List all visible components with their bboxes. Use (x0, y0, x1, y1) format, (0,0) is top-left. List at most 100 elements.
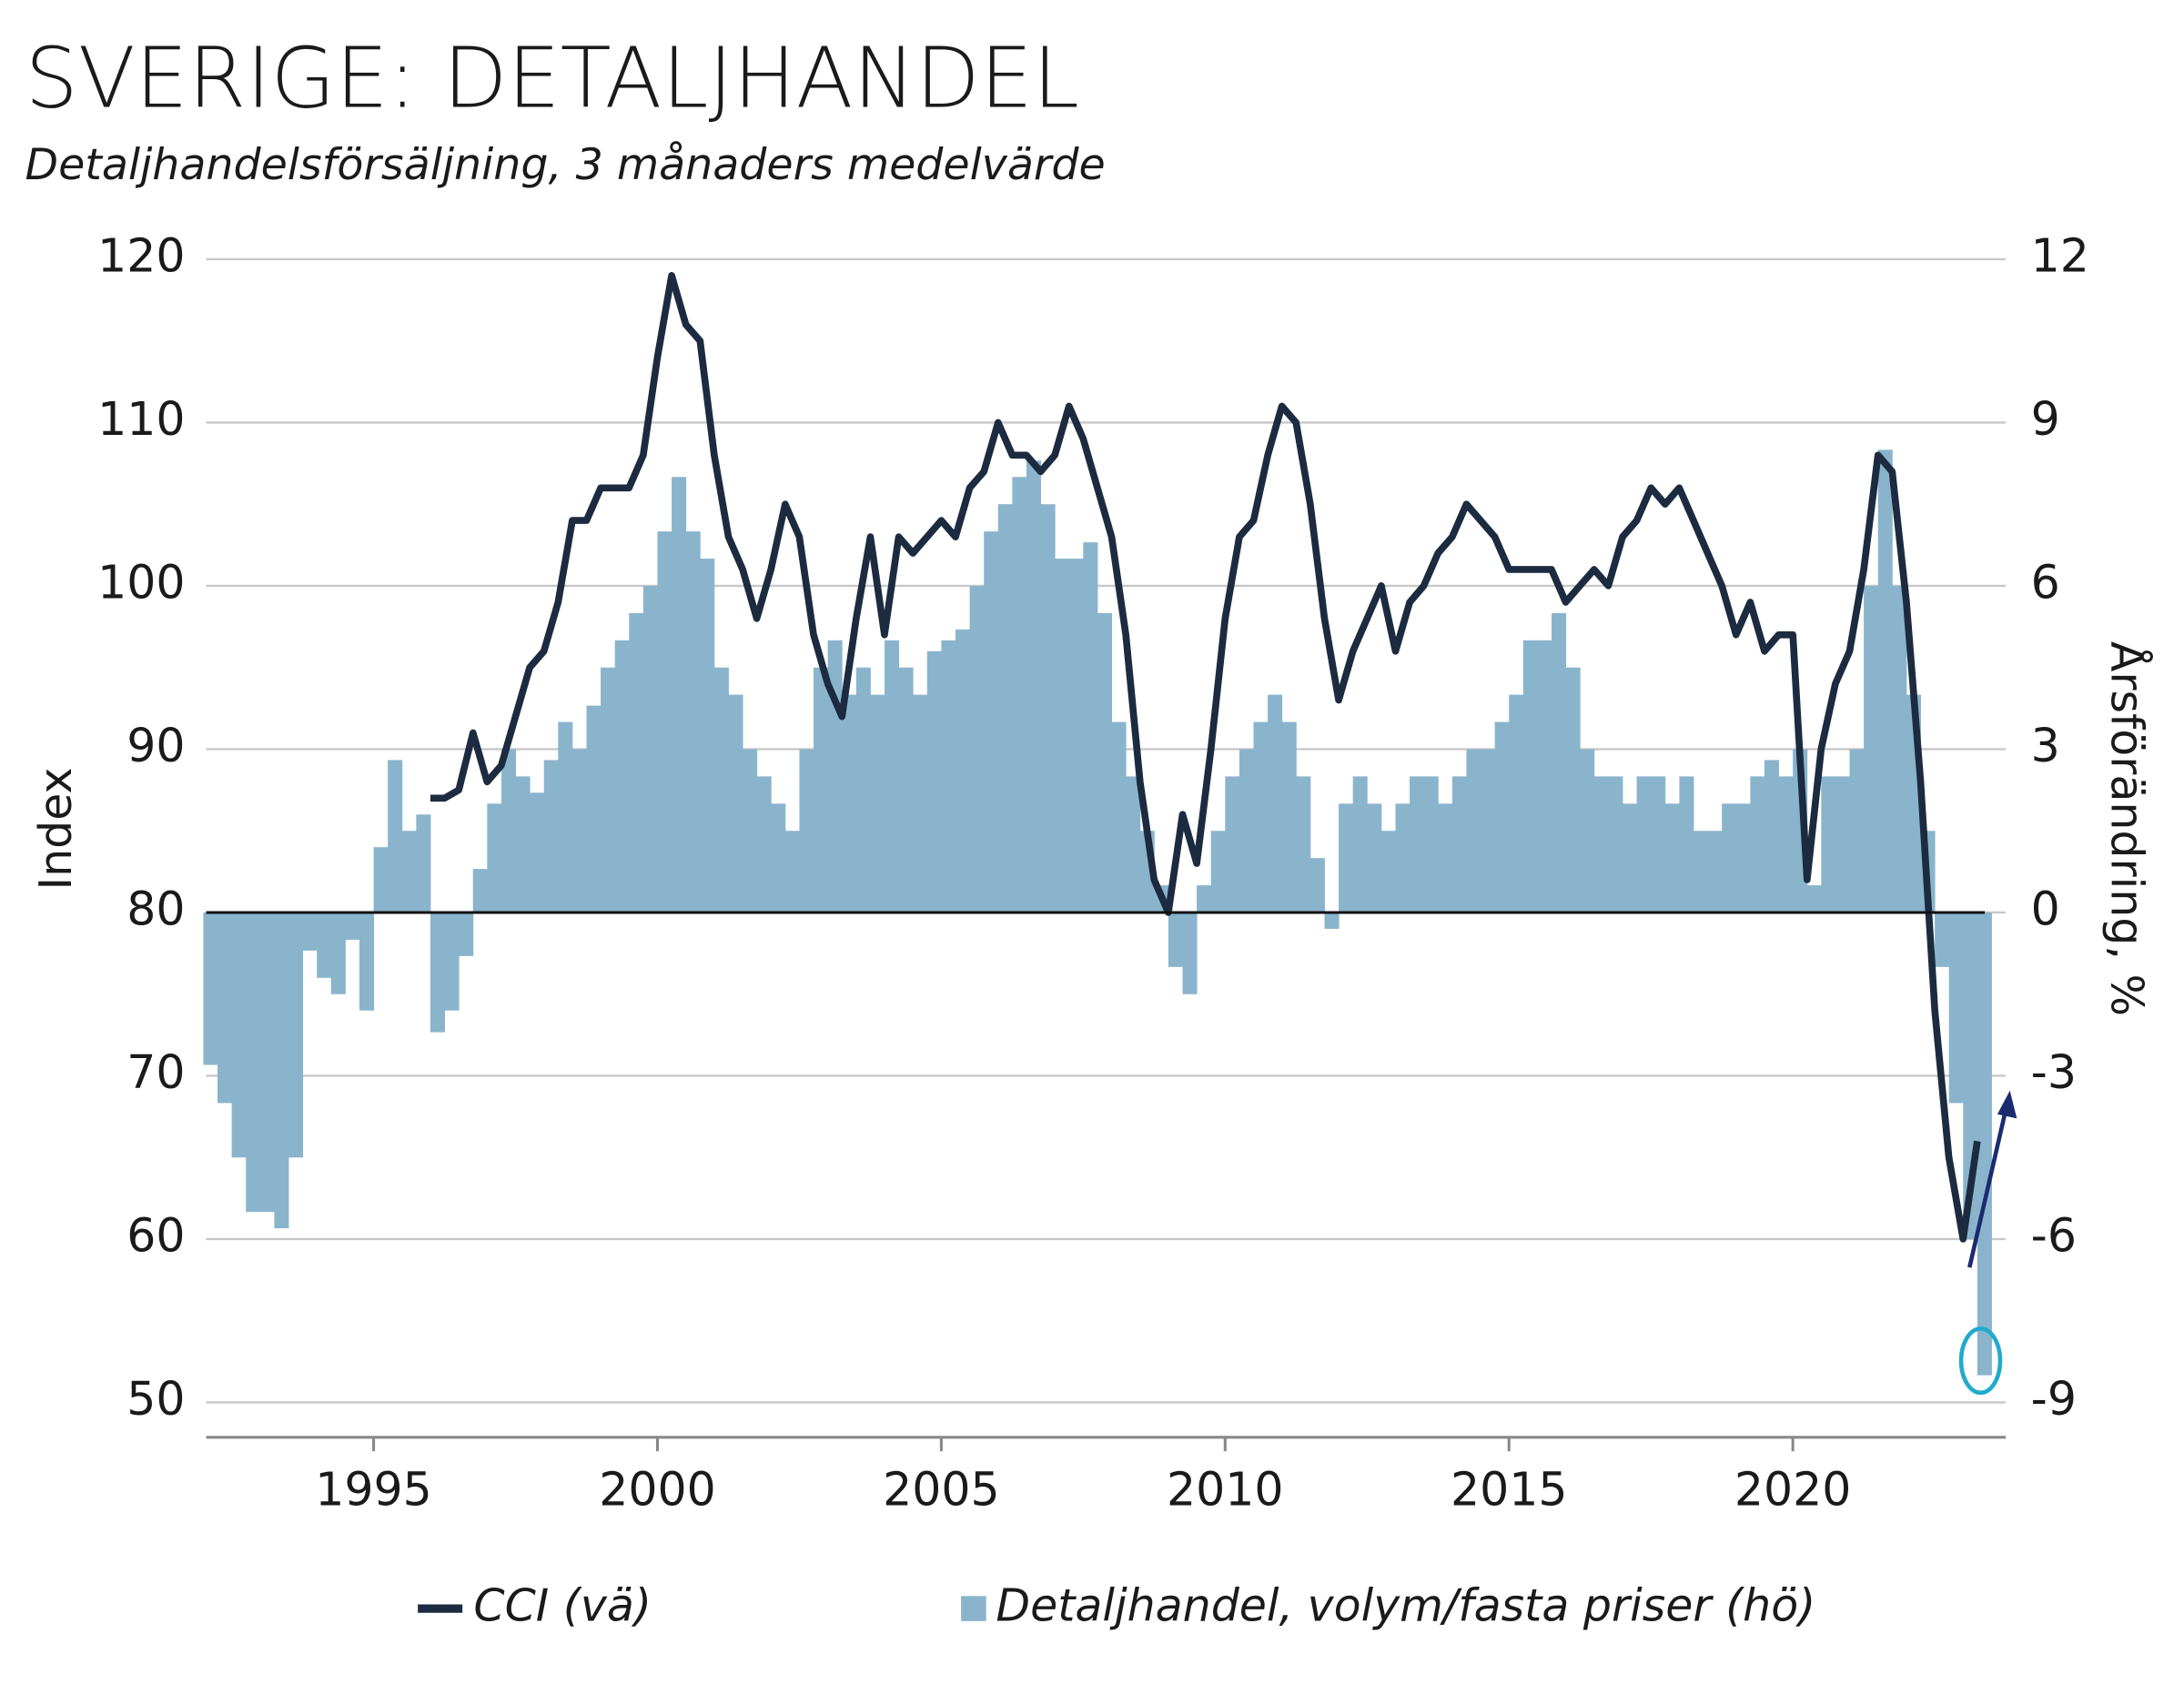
bar (1296, 776, 1311, 913)
bar (713, 667, 729, 913)
bar (1324, 912, 1340, 929)
y-tick-label: 120 (97, 228, 185, 282)
x-tick-label: 2015 (1451, 1463, 1568, 1517)
bar (487, 803, 502, 913)
bar (1466, 749, 1481, 913)
y-axis-label: Index (30, 768, 82, 891)
x-tick-label: 2010 (1167, 1463, 1284, 1517)
chart-subtitle: Detaljhandelsförsäljning, 3 månaders med… (25, 140, 1106, 190)
bar (274, 912, 289, 1229)
bar (756, 776, 772, 913)
bar (1552, 612, 1567, 913)
bar (1849, 749, 1865, 913)
x-tick-label: 2005 (883, 1463, 1000, 1517)
bar (345, 912, 360, 940)
bar (1722, 803, 1737, 913)
bar (401, 831, 417, 913)
bar (1806, 885, 1822, 913)
bar (515, 776, 531, 913)
bar (1423, 776, 1439, 913)
bar (799, 749, 814, 913)
bar (1026, 460, 1042, 913)
bar (359, 912, 375, 1011)
y-tick-label: 100 (97, 555, 185, 609)
bar (1040, 504, 1056, 913)
bar (1281, 721, 1297, 913)
y2-tick-label: 9 (2031, 392, 2060, 446)
bar (1126, 776, 1141, 913)
bar (1225, 776, 1240, 913)
bar (472, 869, 488, 913)
bar (926, 650, 942, 913)
y-tick-label: 110 (97, 392, 185, 446)
bar (558, 721, 573, 913)
bar (984, 531, 999, 913)
bar (784, 831, 800, 913)
bar (1083, 542, 1098, 913)
y2-tick-label: -3 (2031, 1045, 2077, 1099)
bar (1268, 694, 1283, 913)
legend-label: Detaljhandel, volym/fasta priser (hö) (996, 1580, 1815, 1632)
bar (601, 667, 616, 913)
y-tick-label: 80 (126, 882, 185, 935)
bar (543, 760, 559, 913)
bar (586, 705, 602, 913)
bar (614, 640, 630, 913)
y2-tick-label: -9 (2031, 1372, 2077, 1426)
bar (941, 640, 956, 913)
bar (1055, 559, 1070, 913)
bar (373, 847, 389, 913)
arrow-head (1997, 1090, 2017, 1119)
bar (1835, 776, 1850, 913)
legend-label: CCI (vä) (473, 1580, 652, 1632)
bar (1664, 803, 1680, 913)
y-tick-label: 90 (126, 719, 185, 772)
bar (1892, 585, 1907, 913)
bar (1438, 803, 1453, 913)
bar (1707, 831, 1723, 913)
bar (1522, 640, 1538, 913)
bar (1693, 831, 1709, 913)
bar (1537, 640, 1552, 913)
bar (530, 792, 545, 913)
bar (969, 585, 985, 913)
bar (1864, 585, 1879, 913)
bar (672, 477, 687, 913)
bar (1935, 912, 1950, 967)
bar (1608, 776, 1623, 913)
bar (1410, 776, 1425, 913)
bar (444, 912, 460, 1011)
bar (913, 694, 928, 913)
bar (1948, 912, 1964, 1104)
y2-tick-label: 6 (2031, 555, 2060, 609)
bar (203, 912, 218, 1065)
bar (1367, 803, 1382, 913)
y2-tick-label: 3 (2031, 719, 2060, 772)
bar (302, 912, 318, 951)
bar (1565, 667, 1581, 913)
bar (842, 694, 857, 913)
bar (1877, 449, 1893, 913)
y-tick-label: 60 (126, 1208, 185, 1262)
bar (288, 912, 304, 1158)
bar (500, 749, 516, 913)
bar (1239, 749, 1254, 913)
bar (955, 629, 971, 913)
bar (657, 531, 672, 913)
grid: 120 110 100 90 80 70 60 50 12 9 6 3 0 -3 -6 -9 1995 2000 2… (97, 228, 2089, 1516)
bar (743, 749, 758, 913)
bar (1395, 803, 1410, 913)
bar (642, 585, 658, 913)
y2-tick-label: 12 (2031, 228, 2089, 282)
bar (217, 912, 233, 1104)
bar (1339, 803, 1354, 913)
bar (1821, 776, 1836, 913)
bar (1481, 749, 1496, 913)
x-tick-label: 2020 (1734, 1463, 1852, 1517)
bar (1651, 776, 1666, 913)
bar (231, 912, 247, 1158)
bar (1636, 776, 1652, 913)
bar (870, 694, 885, 913)
bar (1580, 749, 1595, 913)
